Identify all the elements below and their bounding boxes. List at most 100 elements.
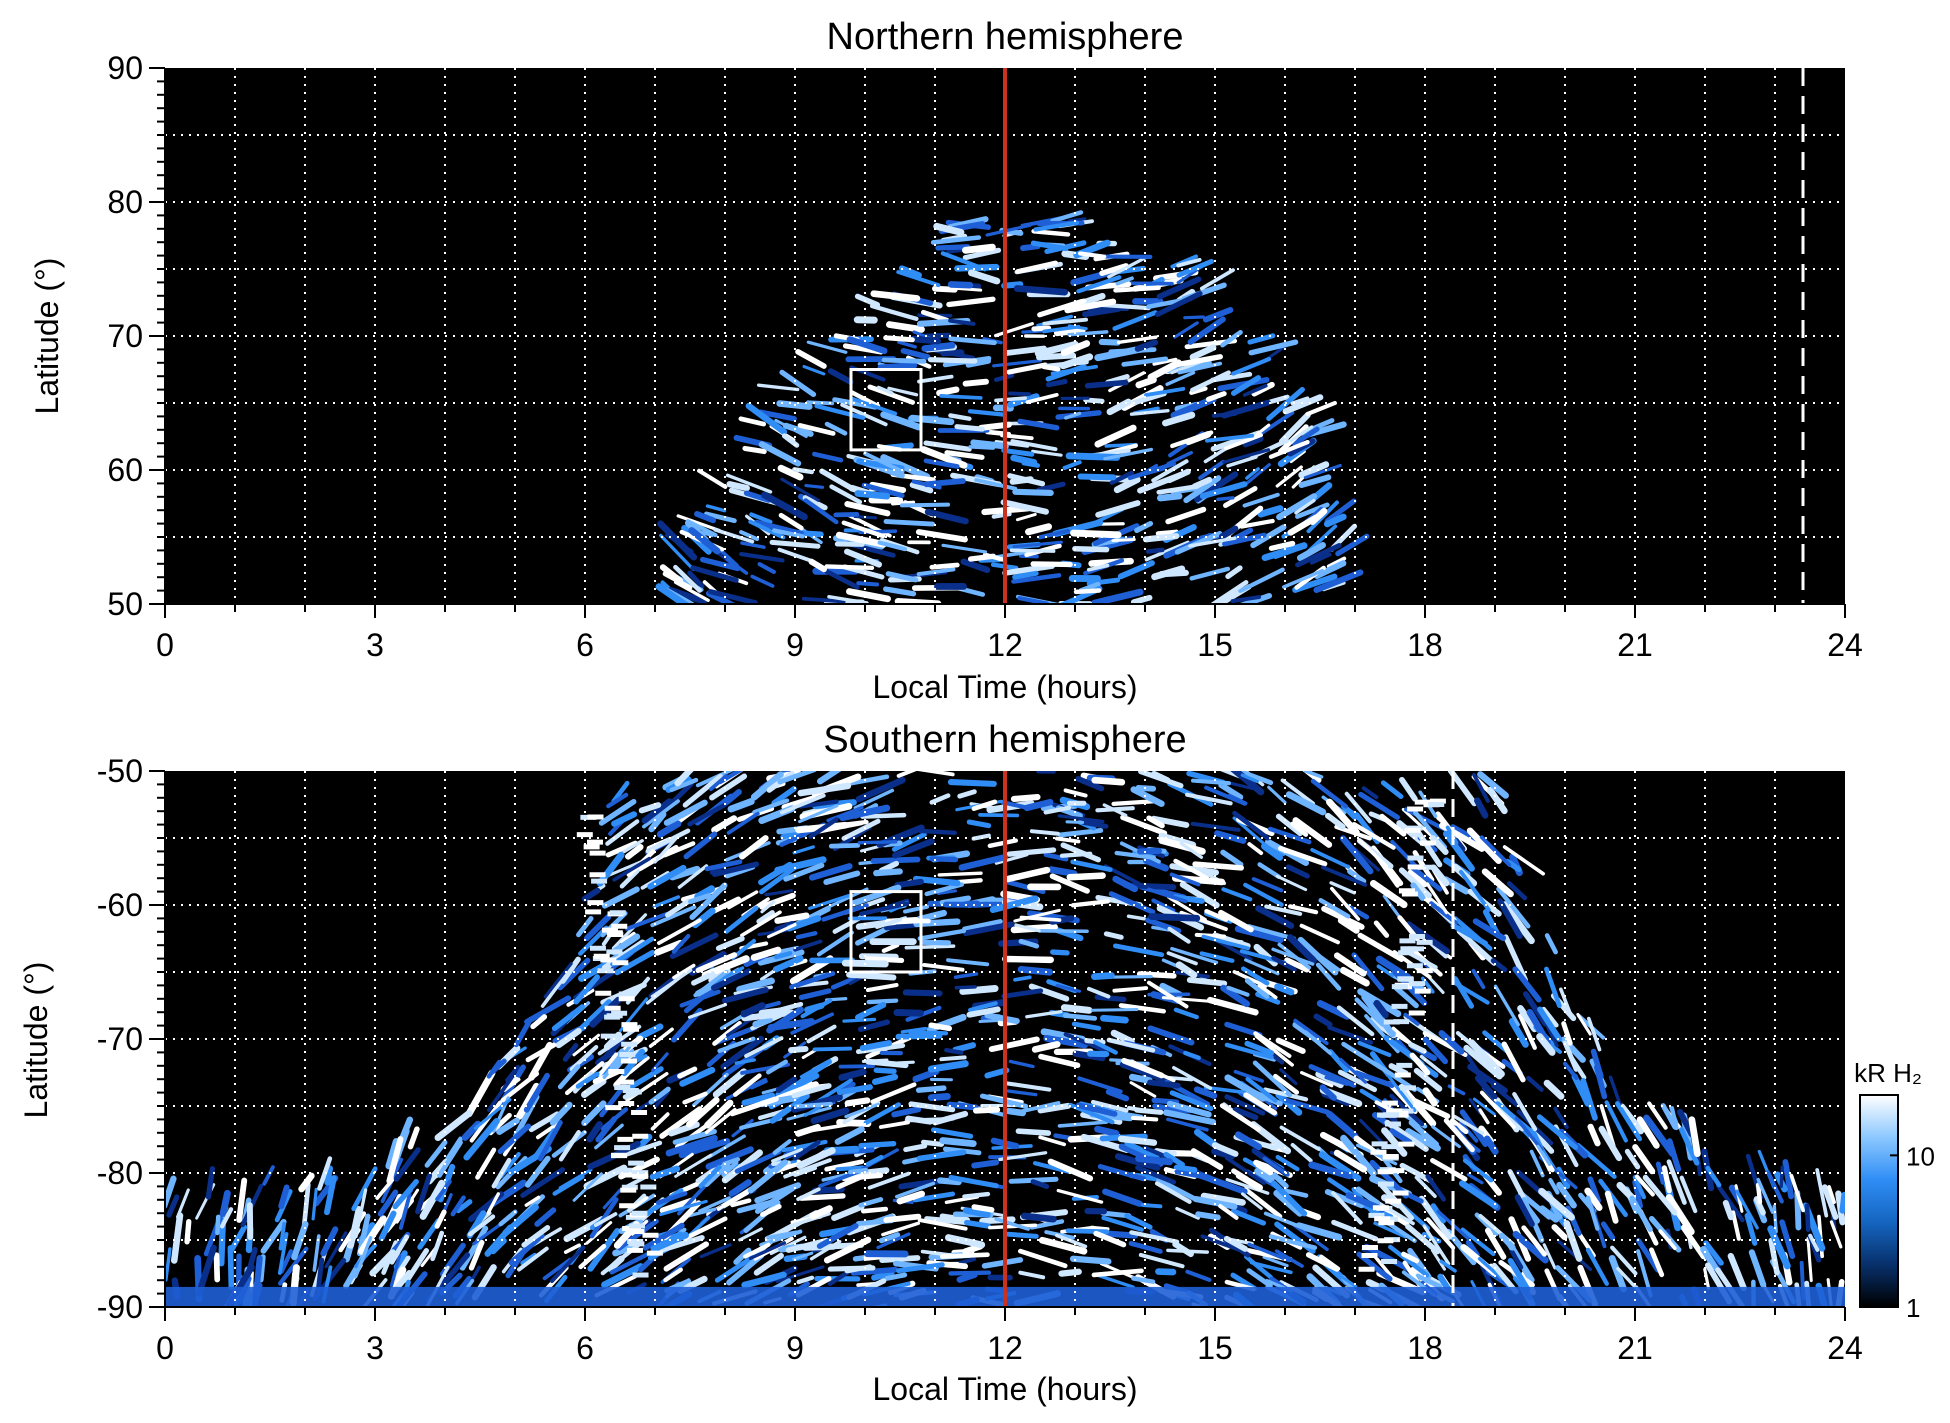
emission-streak [1614,1101,1643,1142]
emission-streak [827,595,869,604]
emission-streak [698,1164,722,1189]
emission-streak [864,956,905,964]
emission-streak [705,504,727,513]
emission-streak [1033,220,1080,232]
emission-streak [1008,391,1031,397]
emission-streak [1001,988,1044,999]
emission-streak [1544,966,1562,1009]
emission-streak [783,862,825,882]
emission-streak [924,1216,970,1226]
emission-streak [430,1230,445,1262]
emission-streak [1514,1116,1544,1152]
emission-streak [1130,594,1153,604]
emission-streak [880,454,931,481]
emission-streak [747,1159,789,1194]
emission-streak [804,483,825,489]
emission-streak [883,922,921,931]
emission-streak [1298,461,1330,479]
emission-streak [966,1006,1001,1018]
x-tick-label: 12 [987,627,1023,663]
emission-streak [1112,986,1149,993]
emission-streak [729,1096,779,1117]
x-tick-label: 18 [1407,627,1443,663]
emission-streak [1548,1177,1560,1195]
emission-streak [704,859,743,872]
emission-streak [1053,326,1086,337]
emission-streak [166,1194,180,1218]
emission-streak [1479,1090,1516,1129]
emission-streak [1186,977,1228,987]
emission-streak [450,1195,466,1217]
emission-streak [791,1083,832,1099]
emission-streak [1108,347,1157,355]
emission-streak [1103,447,1154,461]
emission-streak [1230,771,1265,796]
emission-streak [659,1106,703,1139]
emission-streak [1666,1138,1682,1173]
emission-streak [1246,1268,1273,1289]
emission-streak [824,1159,865,1172]
emission-streak [1584,1187,1603,1211]
emission-streak [562,1043,579,1062]
emission-streak [1319,955,1341,972]
emission-streak [859,901,910,917]
emission-streak [981,1257,1024,1269]
emission-streak [1536,1144,1552,1166]
emission-streak [918,828,957,835]
emission-streak [835,1165,865,1172]
emission-streak [1029,1219,1065,1230]
emission-streak [424,1139,448,1168]
emission-streak [1147,1025,1195,1046]
emission-streak [1205,391,1227,402]
emission-streak [774,912,810,924]
emission-streak [497,1123,532,1155]
emission-streak [1220,329,1243,348]
emission-streak [710,968,752,991]
emission-streak [603,859,645,879]
emission-streak [1306,418,1335,433]
panel-title-northern: Northern hemisphere [827,16,1184,58]
emission-streak [1351,822,1396,850]
emission-streak [819,566,860,590]
emission-streak [1642,1174,1678,1216]
emission-streak [1009,476,1034,485]
emission-streak [736,977,775,993]
emission-streak [798,799,839,809]
emission-streak [808,1121,860,1133]
emission-streak [771,1147,804,1163]
emission-streak [1509,1249,1524,1270]
emission-streak [792,845,815,855]
emission-streak [814,403,866,420]
emission-streak [923,478,966,488]
emission-streak [1285,864,1310,879]
emission-streak [994,396,1027,403]
emission-streak [622,839,644,854]
emission-streak [846,588,891,603]
emission-streak [878,1232,901,1244]
emission-streak [849,390,881,409]
emission-streak [656,820,682,838]
emission-streak [1643,1114,1676,1157]
emission-streak [939,1055,967,1062]
emission-streak [767,923,797,939]
emission-streak [788,1046,809,1054]
emission-streak [1127,461,1177,481]
emission-streak [987,838,1019,848]
emission-streak [551,1004,585,1032]
emission-streak [1185,792,1233,806]
emission-streak [1126,281,1174,286]
emission-streak [1767,1225,1791,1270]
emission-streak [655,583,691,604]
emission-streak [1121,1057,1165,1079]
emission-streak [1055,836,1081,844]
emission-streak [1076,275,1122,294]
emission-streak [790,1211,831,1228]
emission-streak [1179,881,1220,909]
emission-streak [1373,1221,1408,1239]
emission-streak [578,999,612,1032]
emission-streak [994,322,1034,338]
emission-streak [792,1139,821,1161]
emission-streak [1073,588,1102,595]
emission-streak [917,374,954,384]
emission-streak [354,1236,373,1279]
